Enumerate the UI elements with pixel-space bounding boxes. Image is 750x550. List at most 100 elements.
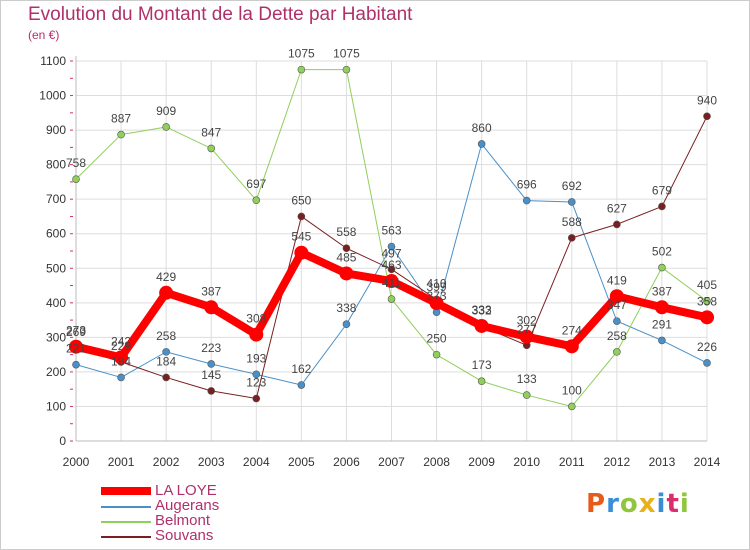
data-point-belmont xyxy=(432,350,441,359)
data-point-augerans xyxy=(342,320,351,329)
data-label-augerans: 193 xyxy=(246,351,266,365)
data-label-la-loye: 273 xyxy=(66,324,86,338)
y-tick-label: 600 xyxy=(46,227,66,241)
data-label-la-loye: 333 xyxy=(472,303,492,317)
data-label-souvans: 497 xyxy=(381,246,401,260)
data-label-belmont: 133 xyxy=(517,372,537,386)
data-label-souvans: 410 xyxy=(427,276,447,290)
data-point-la-loye xyxy=(294,245,309,260)
data-point-la-loye xyxy=(609,289,624,304)
data-point-belmont xyxy=(207,144,216,153)
data-point-la-loye xyxy=(69,339,83,354)
data-point-la-loye xyxy=(384,274,399,289)
x-tick-label: 2008 xyxy=(423,455,450,469)
data-point-augerans xyxy=(658,336,666,345)
data-point-belmont xyxy=(658,263,666,272)
legend-label-augerans: Augerans xyxy=(155,497,220,514)
data-point-souvans xyxy=(658,202,666,211)
data-point-augerans xyxy=(477,140,486,148)
data-label-souvans: 123 xyxy=(246,376,266,390)
brand-letter: r xyxy=(606,489,620,519)
data-label-belmont: 697 xyxy=(246,177,266,191)
y-tick-label: 0 xyxy=(59,434,66,448)
data-label-belmont: 758 xyxy=(66,156,86,170)
data-point-la-loye xyxy=(114,350,129,365)
data-label-augerans: 184 xyxy=(111,354,131,368)
data-label-souvans: 277 xyxy=(517,322,537,336)
data-label-augerans: 258 xyxy=(156,329,176,343)
data-label-augerans: 696 xyxy=(517,178,537,192)
data-point-belmont xyxy=(162,123,170,131)
data-label-augerans: 347 xyxy=(607,298,627,312)
data-point-souvans xyxy=(207,387,216,395)
data-point-belmont xyxy=(117,130,125,139)
data-label-belmont: 173 xyxy=(472,358,492,372)
data-label-souvans: 332 xyxy=(472,303,492,317)
data-point-la-loye xyxy=(249,327,264,342)
data-label-belmont: 1075 xyxy=(333,47,360,61)
data-point-belmont xyxy=(522,391,531,399)
data-point-la-loye xyxy=(564,339,579,354)
legend-swatch-belmont xyxy=(101,521,151,523)
data-label-la-loye: 387 xyxy=(652,284,672,298)
y-tick-label: 1000 xyxy=(39,89,66,103)
x-tick-label: 2006 xyxy=(333,455,360,469)
x-tick-label: 2010 xyxy=(513,455,540,469)
data-label-souvans: 558 xyxy=(336,225,356,239)
data-point-augerans xyxy=(522,196,531,205)
data-point-augerans xyxy=(567,198,576,206)
data-point-la-loye xyxy=(474,318,489,333)
data-label-souvans: 679 xyxy=(652,183,672,197)
brand-letter: t xyxy=(666,489,680,519)
x-tick-label: 2004 xyxy=(243,455,270,469)
y-tick-label: 200 xyxy=(46,365,66,379)
data-label-la-loye: 429 xyxy=(156,270,176,284)
x-tick-label: 2007 xyxy=(378,455,405,469)
data-label-la-loye: 274 xyxy=(562,323,582,337)
data-label-belmont: 411 xyxy=(382,276,401,290)
data-label-augerans: 563 xyxy=(381,224,401,238)
data-label-augerans: 692 xyxy=(562,179,582,193)
data-label-la-loye: 302 xyxy=(517,314,537,328)
data-label-belmont: 502 xyxy=(652,245,672,259)
data-point-la-loye xyxy=(204,300,219,315)
y-tick-label: 500 xyxy=(46,261,66,275)
data-label-la-loye: 399 xyxy=(427,280,447,294)
brand-letter: i xyxy=(679,489,690,519)
data-label-la-loye: 387 xyxy=(201,284,221,298)
legend-item-belmont: Belmont xyxy=(101,512,301,529)
data-label-belmont: 1075 xyxy=(288,47,315,61)
data-label-augerans: 226 xyxy=(697,340,717,354)
data-point-souvans xyxy=(252,394,261,403)
data-label-augerans: 373 xyxy=(427,289,447,303)
data-label-la-loye: 485 xyxy=(336,250,356,264)
data-point-la-loye xyxy=(429,296,444,311)
data-point-augerans xyxy=(72,360,80,369)
data-label-souvans: 940 xyxy=(697,93,717,107)
legend-item-la-loye: LA LOYE xyxy=(101,482,301,499)
x-tick-label: 2005 xyxy=(288,455,315,469)
data-label-souvans: 229 xyxy=(111,339,131,353)
data-point-belmont xyxy=(567,402,576,411)
data-label-souvans: 627 xyxy=(607,201,627,215)
legend-swatch-la-loye xyxy=(101,487,151,495)
chart-title: Evolution du Montant de la Dette par Hab… xyxy=(28,4,413,25)
y-tick-label: 900 xyxy=(46,123,66,137)
data-point-augerans xyxy=(162,348,170,356)
data-label-augerans: 162 xyxy=(291,362,311,376)
data-label-augerans: 291 xyxy=(652,317,672,331)
data-point-belmont xyxy=(613,348,621,356)
brand-letter: x xyxy=(638,489,657,519)
x-tick-label: 2014 xyxy=(694,455,721,469)
data-point-belmont xyxy=(252,196,261,205)
data-label-belmont: 847 xyxy=(201,125,221,139)
data-label-belmont: 100 xyxy=(562,383,582,397)
data-point-belmont xyxy=(342,65,351,74)
legend-label-belmont: Belmont xyxy=(155,512,211,529)
brand-logo: Proxiti xyxy=(586,489,690,519)
data-point-augerans xyxy=(117,373,125,382)
x-tick-label: 2013 xyxy=(649,455,676,469)
data-label-la-loye: 545 xyxy=(291,230,311,244)
y-tick-label: 1100 xyxy=(40,54,66,68)
